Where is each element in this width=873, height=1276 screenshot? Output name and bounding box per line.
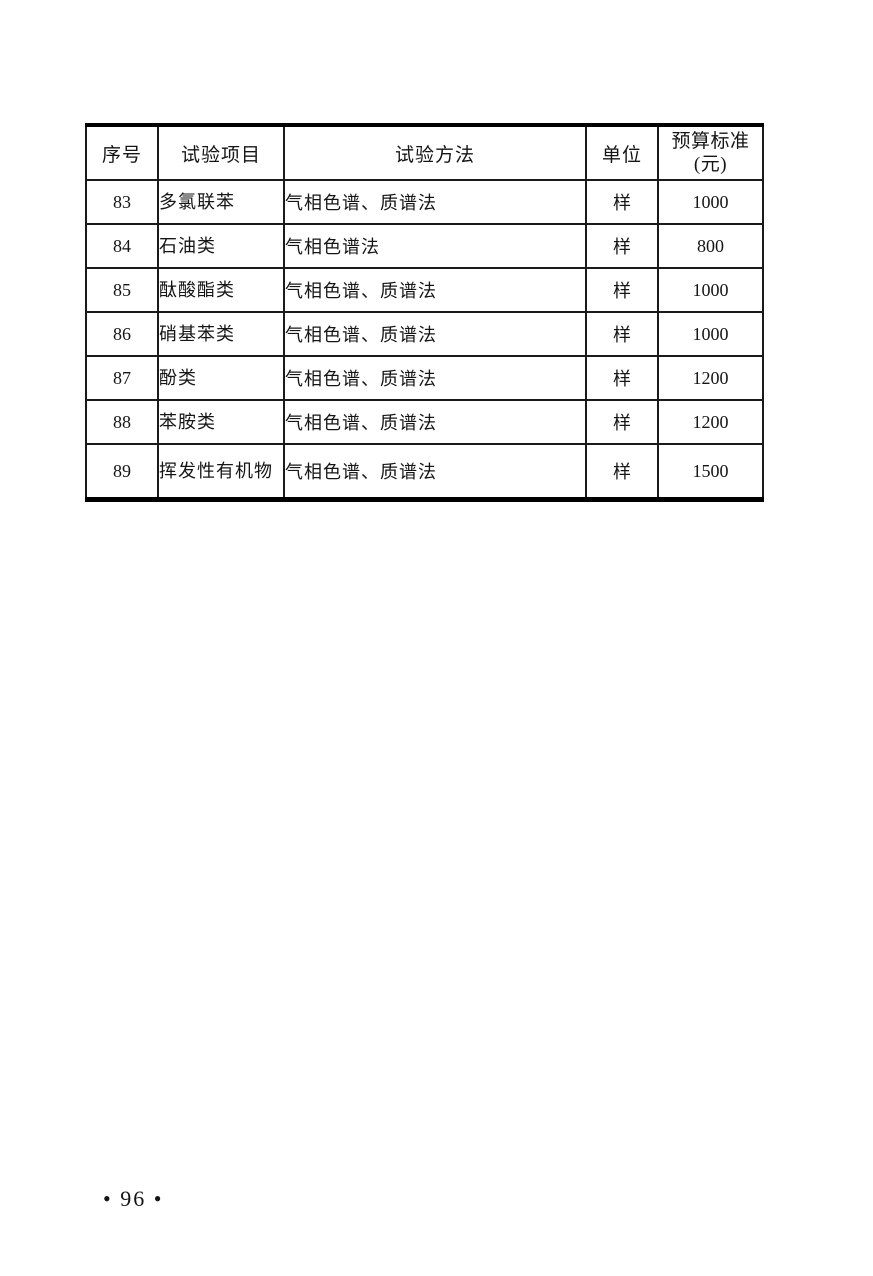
table-row: 84 石油类 气相色谱法 样 800	[85, 223, 764, 269]
header-method: 试验方法	[283, 123, 587, 181]
cell-unit: 样	[585, 355, 659, 401]
cell-unit: 样	[585, 311, 659, 357]
table-row: 88 苯胺类 气相色谱、质谱法 样 1200	[85, 399, 764, 445]
cell-no: 87	[85, 355, 159, 401]
cell-budget: 1500	[657, 443, 764, 502]
table-row: 87 酚类 气相色谱、质谱法 样 1200	[85, 355, 764, 401]
cell-unit: 样	[585, 399, 659, 445]
cell-item: 挥发性有机物	[157, 443, 285, 502]
cell-method: 气相色谱、质谱法	[283, 267, 587, 313]
cell-budget: 1000	[657, 179, 764, 225]
cell-no: 83	[85, 179, 159, 225]
cell-no: 85	[85, 267, 159, 313]
cell-no: 88	[85, 399, 159, 445]
cell-unit: 样	[585, 223, 659, 269]
cell-item: 酞酸酯类	[157, 267, 285, 313]
cell-item: 多氯联苯	[157, 179, 285, 225]
cell-budget: 800	[657, 223, 764, 269]
cell-method: 气相色谱、质谱法	[283, 311, 587, 357]
cell-item: 硝基苯类	[157, 311, 285, 357]
cell-unit: 样	[585, 179, 659, 225]
cell-method: 气相色谱、质谱法	[283, 399, 587, 445]
cell-no: 84	[85, 223, 159, 269]
header-budget: 预算标准 (元)	[657, 123, 764, 181]
header-budget-line2: (元)	[693, 154, 728, 175]
cell-item: 石油类	[157, 223, 285, 269]
cell-budget: 1000	[657, 267, 764, 313]
table-row: 85 酞酸酯类 气相色谱、质谱法 样 1000	[85, 267, 764, 313]
table-row: 86 硝基苯类 气相色谱、质谱法 样 1000	[85, 311, 764, 357]
header-unit: 单位	[585, 123, 659, 181]
cell-budget: 1200	[657, 355, 764, 401]
table-header-row: 序号 试验项目 试验方法 单位 预算标准 (元)	[85, 123, 764, 181]
header-item: 试验项目	[157, 123, 285, 181]
cell-item: 酚类	[157, 355, 285, 401]
header-no: 序号	[85, 123, 159, 181]
cell-method: 气相色谱、质谱法	[283, 355, 587, 401]
header-budget-line1: 预算标准	[671, 131, 750, 152]
cell-no: 86	[85, 311, 159, 357]
cell-budget: 1200	[657, 399, 764, 445]
page-number: • 96 •	[103, 1186, 164, 1211]
cell-unit: 样	[585, 267, 659, 313]
cell-method: 气相色谱法	[283, 223, 587, 269]
table-row: 89 挥发性有机物 气相色谱、质谱法 样 1500	[85, 443, 764, 502]
cell-method: 气相色谱、质谱法	[283, 179, 587, 225]
fee-standard-table: 序号 试验项目 试验方法 单位 预算标准 (元) 83 多氯联苯 气相色谱、质谱…	[85, 123, 764, 502]
cell-unit: 样	[585, 443, 659, 502]
table-row: 83 多氯联苯 气相色谱、质谱法 样 1000	[85, 179, 764, 225]
cell-method: 气相色谱、质谱法	[283, 443, 587, 502]
cell-no: 89	[85, 443, 159, 502]
cell-item: 苯胺类	[157, 399, 285, 445]
cell-budget: 1000	[657, 311, 764, 357]
